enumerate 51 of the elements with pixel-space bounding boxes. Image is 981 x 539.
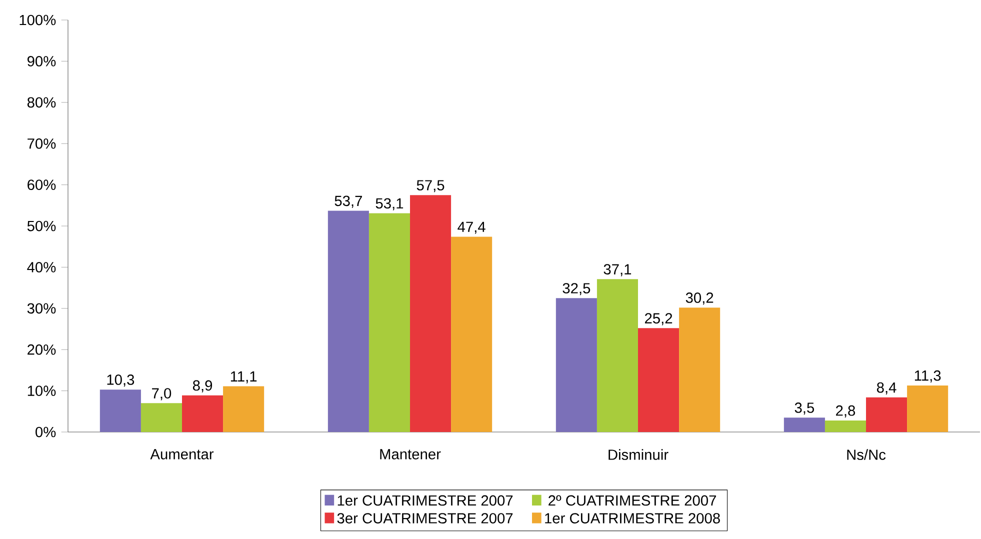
y-tick-label: 60% <box>28 180 56 190</box>
bar <box>410 195 452 432</box>
y-tick-label: 30% <box>27 303 56 314</box>
legend-label: 1er CUATRIMESTRE 2008 <box>545 513 720 524</box>
legend-label: 3er CUATRIMESTRE 2007 <box>337 513 513 524</box>
data-label: 7,0 <box>152 388 172 400</box>
legend-label: 1er CUATRIMESTRE 2007 <box>338 495 513 506</box>
bar <box>328 210 369 432</box>
y-tick-label: 0% <box>36 426 56 438</box>
bar <box>866 397 908 432</box>
data-label: 11,3 <box>914 370 941 383</box>
y-tick-label: 20% <box>28 344 56 355</box>
data-label: 53,7 <box>334 196 362 208</box>
bar <box>907 385 948 432</box>
data-label: 10,3 <box>107 374 134 387</box>
data-label: 32,5 <box>562 283 590 296</box>
bar <box>556 298 597 432</box>
y-tick-label: 90% <box>28 56 56 66</box>
data-label: 30,2 <box>686 292 714 305</box>
y-tick-label: 80% <box>27 97 56 108</box>
bar <box>140 403 182 432</box>
y-tick-label: 100% <box>20 14 56 26</box>
y-tick-label: 40% <box>27 262 56 272</box>
bar <box>223 386 264 432</box>
bar <box>596 279 638 432</box>
bar <box>638 328 680 432</box>
data-label: 11,1 <box>230 371 257 384</box>
x-tick-label: Aumentar <box>150 449 214 460</box>
x-tick-label: Disminuir <box>608 449 668 460</box>
bar <box>100 390 141 432</box>
data-label: 8,9 <box>192 380 212 392</box>
data-label: 57,5 <box>416 180 444 192</box>
data-label: 3,5 <box>794 402 814 415</box>
data-label: 25,2 <box>644 313 672 326</box>
y-tick-label: 10% <box>28 386 56 396</box>
y-tick-label: 50% <box>27 220 56 232</box>
legend-label: 2º CUATRIMESTRE 2007 <box>548 495 716 506</box>
bar <box>451 236 492 432</box>
data-label: 53,1 <box>376 198 404 210</box>
bar <box>368 213 410 432</box>
bar <box>182 395 224 432</box>
data-label: 47,4 <box>458 222 486 234</box>
y-tick-label: 70% <box>28 138 56 149</box>
bar <box>784 418 825 432</box>
bar <box>824 420 866 432</box>
x-tick-label: Mantener <box>380 449 441 460</box>
x-tick-label: Ns/Nc <box>847 449 886 460</box>
data-label: 2,8 <box>836 405 856 418</box>
data-label: 8,4 <box>876 382 896 394</box>
data-label: 37,1 <box>604 264 632 276</box>
bar <box>679 308 720 432</box>
